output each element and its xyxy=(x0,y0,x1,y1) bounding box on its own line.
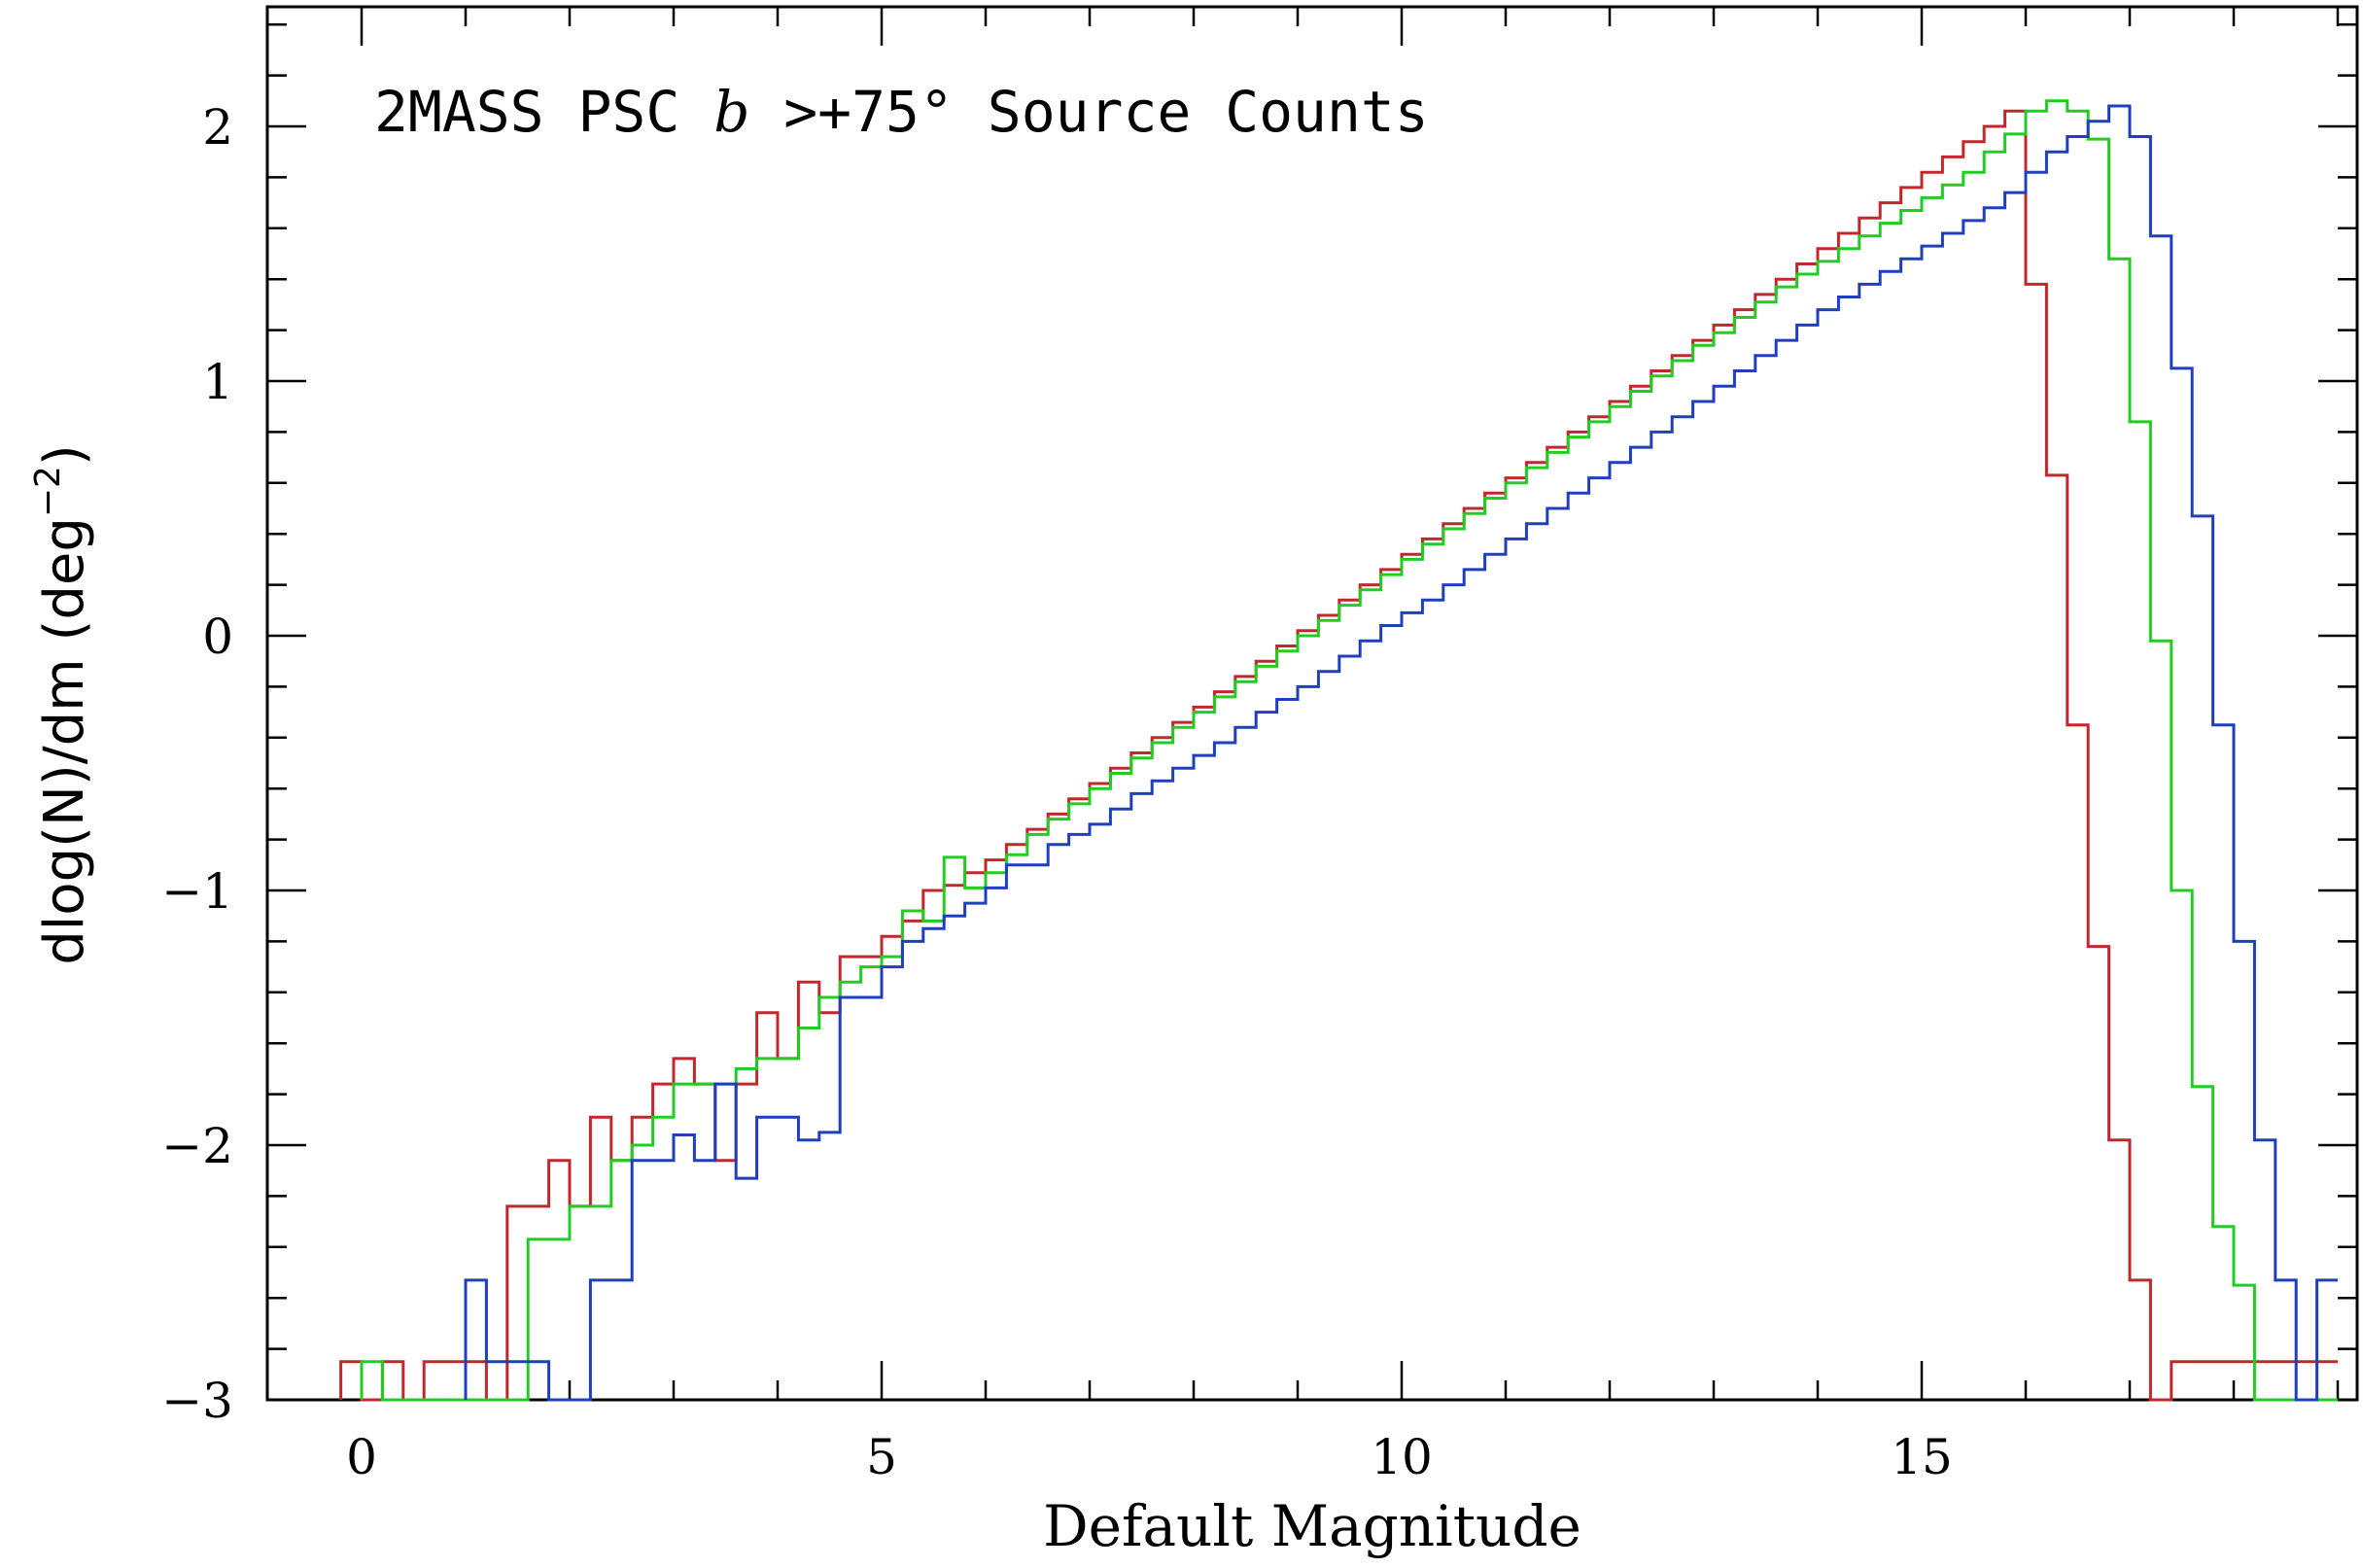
y-tick-label: 1 xyxy=(202,354,233,410)
y-tick-label: 2 xyxy=(202,99,233,156)
y-axis-title-main: dlog(N)/dm (deg xyxy=(33,517,96,965)
chart-title-prefix: 2MASS PSC xyxy=(374,79,713,145)
x-tick-label: 10 xyxy=(1371,1429,1433,1485)
tick-labels: 0 5 10 15 −3 −2 −1 0 1 2 xyxy=(161,99,1953,1485)
series-red-line xyxy=(339,109,2338,1402)
chart-title-rest: >+75° Source Counts xyxy=(749,79,1428,145)
y-axis-title-close: ) xyxy=(33,444,96,466)
x-tick-label: 0 xyxy=(346,1429,377,1485)
y-tick-label: 0 xyxy=(202,609,233,665)
y-axis-title-superscript: −2 xyxy=(28,466,68,517)
y-tick-label: −2 xyxy=(161,1118,233,1174)
chart-title: 2MASS PSC b >+75° Source Counts xyxy=(374,79,1429,145)
y-tick-label: −1 xyxy=(161,863,233,920)
series-blue-line xyxy=(464,104,2338,1402)
chart-title-variable: b xyxy=(713,79,749,145)
axis-ticks xyxy=(267,7,2357,1402)
histogram-series xyxy=(339,99,2338,1402)
x-axis-title: Default Magnitude xyxy=(1043,1493,1581,1559)
y-axis-title: dlog(N)/dm (deg−2) xyxy=(28,444,96,965)
series-green-line xyxy=(360,99,2338,1402)
x-tick-label: 5 xyxy=(866,1429,897,1485)
x-tick-label: 15 xyxy=(1891,1429,1953,1485)
plot-frame xyxy=(265,5,2359,1402)
y-tick-label: −3 xyxy=(161,1373,233,1429)
